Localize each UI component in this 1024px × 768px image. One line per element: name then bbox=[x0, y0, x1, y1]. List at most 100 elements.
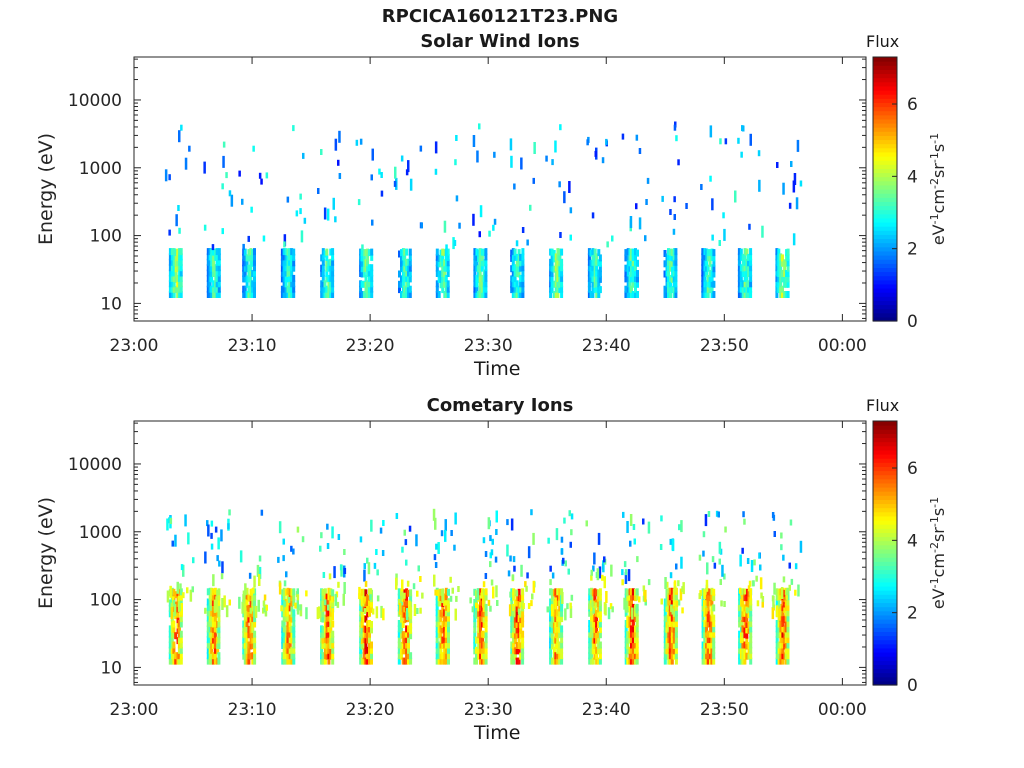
heatmap-cell bbox=[558, 652, 562, 660]
heatmap-cell bbox=[380, 190, 384, 197]
heatmap-cell bbox=[611, 606, 614, 613]
heatmap-cell bbox=[558, 275, 562, 283]
heatmap-cell bbox=[381, 550, 385, 556]
heatmap-cell bbox=[249, 631, 253, 639]
heatmap-cell bbox=[668, 641, 672, 649]
heatmap-cell bbox=[588, 609, 592, 617]
heatmap-cell bbox=[558, 604, 562, 612]
heatmap-cell bbox=[741, 547, 744, 554]
heatmap-cell bbox=[550, 259, 554, 267]
heatmap-cell bbox=[479, 609, 482, 617]
heatmap-cell bbox=[370, 174, 373, 181]
heatmap-cell bbox=[443, 593, 447, 601]
heatmap-cell bbox=[665, 647, 669, 655]
heatmap-cell bbox=[705, 603, 709, 611]
heatmap-cell bbox=[208, 258, 212, 266]
heatmap-cell bbox=[407, 160, 410, 173]
heatmap-cell bbox=[775, 646, 779, 654]
heatmap-cell bbox=[515, 647, 519, 655]
heatmap-cell bbox=[519, 291, 523, 298]
colorbar-step bbox=[873, 449, 897, 455]
heatmap-cell bbox=[519, 621, 523, 629]
heatmap-cell bbox=[775, 599, 779, 606]
heatmap-cell bbox=[280, 270, 284, 277]
colorbar-step bbox=[873, 639, 897, 645]
heatmap-cell bbox=[179, 264, 183, 272]
colorbar-step bbox=[873, 561, 897, 566]
heatmap-cell bbox=[706, 280, 710, 288]
heatmap-cell bbox=[441, 610, 445, 618]
heatmap-cell bbox=[321, 652, 325, 660]
heatmap-cell bbox=[783, 275, 787, 283]
heatmap-cell bbox=[362, 636, 366, 644]
heatmap-cell bbox=[405, 599, 409, 606]
heatmap-cell bbox=[510, 652, 514, 660]
heatmap-cell bbox=[669, 259, 673, 267]
heatmap-cell bbox=[176, 291, 180, 298]
heatmap-cell bbox=[570, 529, 573, 536]
heatmap-cell bbox=[253, 280, 256, 288]
heatmap-cell bbox=[668, 646, 672, 654]
heatmap-cell bbox=[203, 161, 206, 174]
heatmap-cell bbox=[701, 280, 705, 288]
heatmap-cell bbox=[587, 258, 591, 266]
heatmap-cell bbox=[435, 285, 439, 293]
heatmap-cell bbox=[747, 605, 751, 613]
heatmap-cell bbox=[663, 646, 667, 654]
heatmap-cell bbox=[455, 135, 458, 141]
heatmap-cell bbox=[176, 285, 180, 293]
heatmap-cell bbox=[225, 605, 229, 618]
heatmap-cell bbox=[186, 587, 189, 594]
heatmap-cell bbox=[210, 641, 214, 649]
heatmap-cell bbox=[435, 543, 438, 550]
heatmap-cell bbox=[369, 588, 373, 595]
heatmap-cell bbox=[286, 630, 290, 638]
heatmap-cell bbox=[437, 609, 441, 617]
heatmap-cell bbox=[469, 597, 472, 604]
heatmap-cell bbox=[290, 269, 294, 277]
heatmap-cell bbox=[761, 225, 764, 238]
heatmap-cell bbox=[749, 636, 753, 644]
heatmap-cell bbox=[738, 646, 742, 654]
heatmap-cell bbox=[210, 275, 214, 283]
heatmap-cell bbox=[170, 607, 173, 620]
heatmap-cell bbox=[228, 599, 231, 606]
heatmap-cell bbox=[437, 588, 441, 596]
heatmap-cell bbox=[705, 248, 709, 256]
heatmap-cell bbox=[701, 588, 705, 596]
heatmap-cell bbox=[245, 275, 249, 283]
heatmap-cell bbox=[597, 610, 601, 618]
heatmap-cell bbox=[249, 607, 253, 614]
heatmap-cell bbox=[743, 604, 747, 612]
heatmap-cell bbox=[558, 593, 562, 601]
panel-2-title: Cometary Ions bbox=[426, 395, 574, 416]
heatmap-cell bbox=[745, 594, 749, 602]
heatmap-cell bbox=[630, 657, 633, 665]
heatmap-cell bbox=[215, 264, 219, 272]
heatmap-cell bbox=[635, 630, 639, 638]
heatmap-cell bbox=[520, 564, 523, 577]
x-tick-label: 00:00 bbox=[818, 700, 867, 720]
heatmap-cell bbox=[217, 599, 221, 606]
heatmap-cell bbox=[247, 254, 251, 262]
heatmap-cell bbox=[674, 285, 678, 293]
heatmap-cell bbox=[607, 607, 611, 620]
panel-1-colorbar-label: Flux bbox=[866, 32, 900, 51]
heatmap-cell bbox=[712, 594, 716, 602]
heatmap-cell bbox=[517, 620, 521, 628]
heatmap-cell bbox=[723, 573, 726, 580]
heatmap-cell bbox=[595, 280, 599, 288]
heatmap-cell bbox=[630, 270, 633, 277]
heatmap-cell bbox=[761, 596, 765, 602]
colorbar-step bbox=[873, 610, 897, 616]
heatmap-cell bbox=[634, 258, 637, 266]
heatmap-cell bbox=[706, 604, 710, 612]
heatmap-cell bbox=[370, 285, 374, 293]
heatmap-cell bbox=[447, 641, 450, 649]
heatmap-cell bbox=[756, 600, 760, 607]
heatmap-cell bbox=[253, 615, 257, 623]
heatmap-cell bbox=[674, 586, 677, 593]
heatmap-cell bbox=[363, 608, 367, 615]
heatmap-cell bbox=[777, 253, 781, 261]
heatmap-cell bbox=[668, 652, 672, 660]
